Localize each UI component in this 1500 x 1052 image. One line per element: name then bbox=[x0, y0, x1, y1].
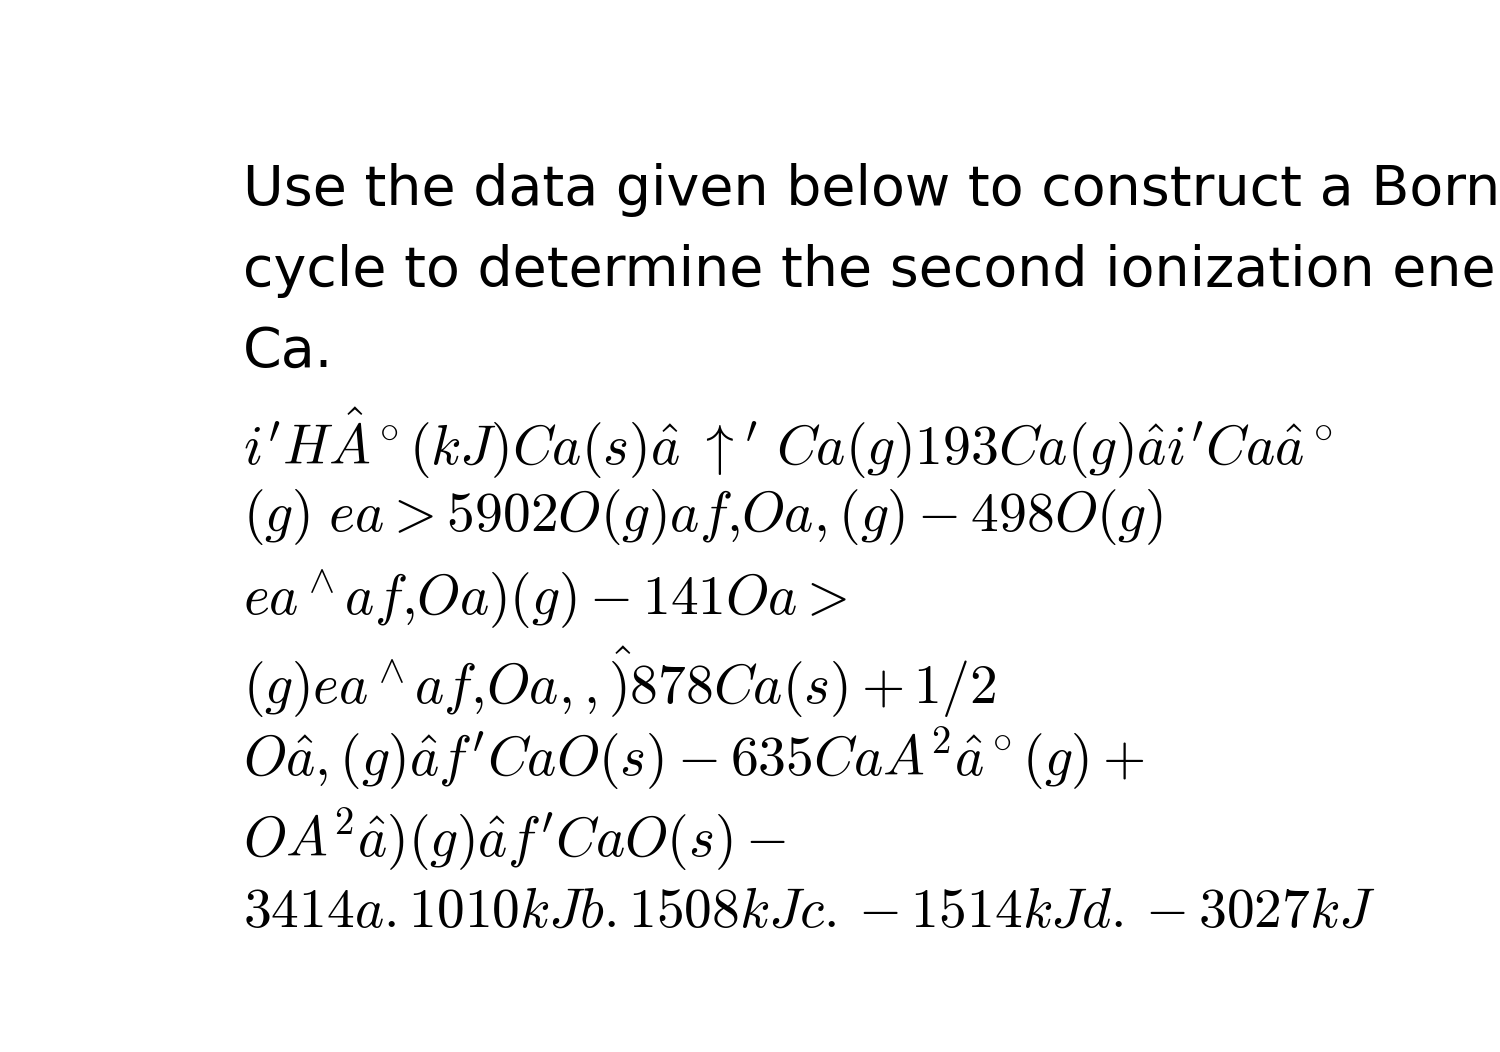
Text: Use the data given below to construct a Born-Haber: Use the data given below to construct a … bbox=[243, 163, 1500, 217]
Text: $(g)ea^\wedge af{,}Oa,,\hat{)}878Ca(s)+1/2$: $(g)ea^\wedge af{,}Oa,,\hat{)}878Ca(s)+1… bbox=[243, 645, 996, 721]
Text: Ca.: Ca. bbox=[243, 325, 333, 379]
Text: $ea^\wedge af{,}Oa)(g)-141Oa >$: $ea^\wedge af{,}Oa)(g)-141Oa >$ bbox=[243, 568, 847, 631]
Text: $OA^2\hat{a})(g)\hat{a}f'CaO(s)-$: $OA^2\hat{a})(g)\hat{a}f'CaO(s)-$ bbox=[243, 807, 786, 874]
Text: cycle to determine the second ionization energy of: cycle to determine the second ionization… bbox=[243, 244, 1500, 298]
Text: $(g)\ ea > 5902O(g)af{,}Oa,(g)-498O(g)$: $(g)\ ea > 5902O(g)af{,}Oa,(g)-498O(g)$ bbox=[243, 487, 1162, 547]
Text: $3414a.1010kJb.1508kJc.-1514kJd.-3027kJ$: $3414a.1010kJb.1508kJc.-1514kJd.-3027kJ$ bbox=[243, 888, 1376, 938]
Text: $i'H\hat{A}^\circ(kJ)Ca(s)\hat{a}\ \uparrow'\ Ca(g)193Ca(g)\hat{a}i'Ca\hat{a}^\c: $i'H\hat{A}^\circ(kJ)Ca(s)\hat{a}\ \upar… bbox=[243, 406, 1332, 482]
Text: $O\hat{a},(g)\hat{a}f'CaO(s)-635CaA^2\hat{a}^\circ(g)+$: $O\hat{a},(g)\hat{a}f'CaO(s)-635CaA^2\ha… bbox=[243, 726, 1144, 793]
